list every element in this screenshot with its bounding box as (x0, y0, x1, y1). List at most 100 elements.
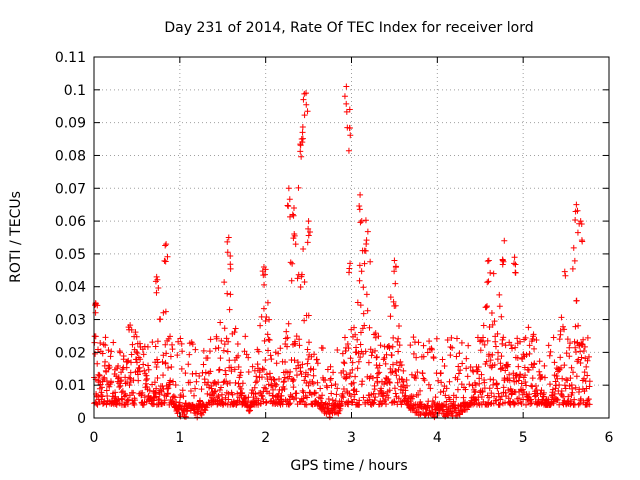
data-point (305, 312, 312, 319)
data-point (299, 129, 306, 136)
data-point (360, 394, 367, 401)
data-point (438, 379, 445, 386)
data-point (420, 342, 427, 349)
data-point (346, 106, 353, 113)
data-point (232, 379, 239, 386)
data-point (258, 374, 265, 381)
data-point (447, 352, 454, 359)
data-point (311, 351, 318, 358)
data-point (580, 347, 587, 354)
data-point (391, 268, 398, 275)
data-point (297, 283, 304, 290)
data-point (131, 397, 138, 404)
data-point (354, 299, 361, 306)
data-point (282, 358, 289, 365)
data-point (368, 352, 375, 359)
data-point (305, 218, 312, 225)
data-point (266, 336, 273, 343)
data-point (266, 390, 273, 397)
data-point (294, 275, 301, 282)
data-point (145, 362, 152, 369)
data-point (511, 260, 518, 267)
data-point (526, 391, 533, 398)
data-point (345, 345, 352, 352)
data-point (511, 401, 518, 408)
y-tick-label: 0.03 (55, 313, 86, 329)
data-point (319, 392, 326, 399)
data-point (299, 135, 306, 142)
data-point (375, 333, 382, 340)
data-point (335, 410, 342, 417)
data-point (512, 269, 519, 276)
data-point (99, 400, 106, 407)
data-point (226, 306, 233, 313)
data-point (304, 394, 311, 401)
data-point (263, 400, 270, 407)
data-point (343, 100, 350, 107)
data-point (570, 369, 577, 376)
data-point (577, 360, 584, 367)
data-point (346, 265, 353, 272)
x-axis-label: GPS time / hours (290, 458, 407, 474)
data-point (164, 385, 171, 392)
data-point (133, 359, 140, 366)
data-point (332, 381, 339, 388)
data-point (571, 257, 578, 264)
data-point (135, 377, 142, 384)
data-point (403, 376, 410, 383)
data-point (347, 132, 354, 139)
data-point (313, 356, 320, 363)
data-point (560, 393, 567, 400)
data-point (507, 398, 514, 405)
data-points (91, 83, 593, 421)
data-point (518, 380, 525, 387)
data-point (380, 356, 387, 363)
data-point (501, 237, 508, 244)
data-point (264, 331, 271, 338)
data-point (252, 390, 259, 397)
data-point (154, 359, 161, 366)
data-point (94, 302, 101, 309)
data-point (281, 378, 288, 385)
data-point (480, 322, 487, 329)
data-point (561, 326, 568, 333)
data-point (359, 325, 366, 332)
data-point (463, 355, 470, 362)
data-point (93, 392, 100, 399)
data-point (572, 216, 579, 223)
data-point (293, 333, 300, 340)
data-point (273, 381, 280, 388)
data-point (529, 335, 536, 342)
data-point (99, 378, 106, 385)
data-point (376, 369, 383, 376)
data-point (487, 269, 494, 276)
data-point (99, 350, 106, 357)
data-point (532, 382, 539, 389)
data-point (489, 321, 496, 328)
x-tick-label: 1 (175, 430, 184, 446)
data-point (176, 399, 183, 406)
data-point (171, 394, 178, 401)
data-point (231, 329, 238, 336)
data-point (102, 342, 109, 349)
data-point (415, 339, 422, 346)
data-point (393, 372, 400, 379)
data-point (388, 352, 395, 359)
data-point (408, 371, 415, 378)
data-point (484, 337, 491, 344)
data-point (102, 334, 109, 341)
data-point (137, 356, 144, 363)
data-point (310, 372, 317, 379)
data-point (569, 265, 576, 272)
data-point (371, 386, 378, 393)
data-point (391, 398, 398, 405)
data-point (350, 387, 357, 394)
data-point (118, 377, 125, 384)
data-point (372, 394, 379, 401)
data-point (366, 324, 373, 331)
data-point (215, 393, 222, 400)
data-point (241, 348, 248, 355)
data-point (126, 382, 133, 389)
data-point (127, 322, 134, 329)
data-point (266, 316, 273, 323)
